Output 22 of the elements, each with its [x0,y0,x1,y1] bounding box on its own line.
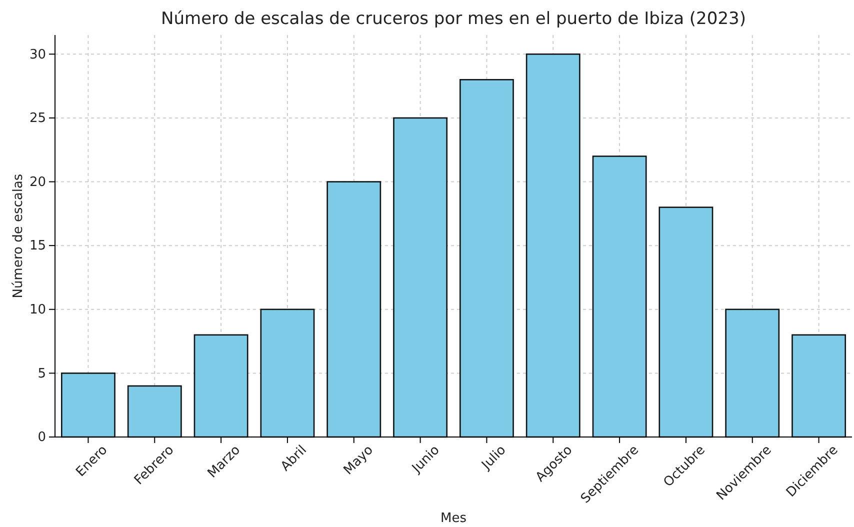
bar [194,334,248,438]
y-tick-label: 5 [38,366,46,382]
bar [127,385,182,438]
chart-title: Número de escalas de cruceros por mes en el puerto de Ibiza (2023) [161,9,746,29]
bar [658,206,714,438]
bar [326,181,382,438]
y-tick-label: 25 [29,111,46,126]
bar [393,117,448,438]
bar [260,308,315,438]
x-axis-title: Mes [440,511,467,526]
bar [526,53,580,438]
bar [592,156,647,438]
bar [792,334,846,438]
y-axis-title: Número de escalas [11,174,26,298]
bar [725,308,780,438]
y-tick-label: 0 [38,430,46,446]
bar [60,372,116,438]
y-tick-label: 20 [29,174,46,190]
y-tick-label: 15 [29,238,46,254]
bar [459,79,514,438]
y-tick-label: 30 [29,47,46,62]
y-tick-label: 10 [29,302,46,318]
